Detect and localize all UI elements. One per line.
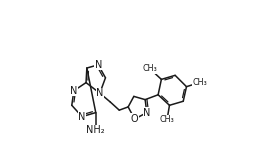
Text: NH₂: NH₂ — [86, 125, 105, 135]
Text: CH₃: CH₃ — [143, 64, 157, 73]
Text: CH₃: CH₃ — [192, 78, 207, 87]
Text: O: O — [131, 114, 138, 124]
Text: N: N — [96, 88, 104, 98]
Text: N: N — [78, 112, 86, 122]
Text: N: N — [143, 108, 150, 118]
Text: N: N — [70, 86, 78, 96]
Text: N: N — [95, 60, 102, 70]
Text: CH₃: CH₃ — [160, 115, 174, 124]
